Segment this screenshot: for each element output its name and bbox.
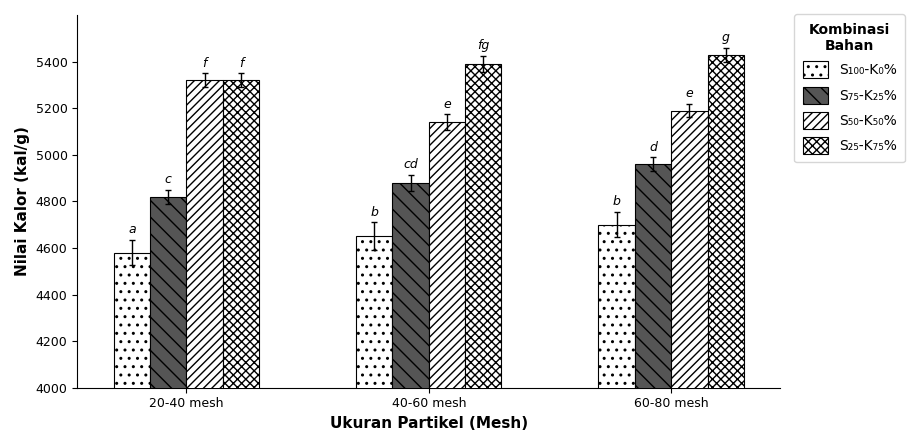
Bar [428, 122, 465, 446]
Text: c: c [165, 173, 172, 186]
Bar [707, 54, 743, 446]
Text: e: e [685, 87, 693, 100]
Text: a: a [128, 223, 135, 236]
Legend: S₁₀₀-K₀%, S₇₅-K₂₅%, S₅₀-K₅₀%, S₂₅-K₇₅%: S₁₀₀-K₀%, S₇₅-K₂₅%, S₅₀-K₅₀%, S₂₅-K₇₅% [793, 14, 904, 162]
Text: g: g [721, 31, 729, 44]
Text: f: f [238, 57, 243, 70]
Bar [671, 111, 707, 446]
Text: e: e [443, 98, 450, 111]
Bar [150, 197, 187, 446]
Text: b: b [369, 206, 378, 219]
Text: b: b [612, 195, 620, 208]
Text: f: f [202, 57, 207, 70]
X-axis label: Ukuran Partikel (Mesh): Ukuran Partikel (Mesh) [329, 416, 528, 431]
Text: cd: cd [403, 158, 417, 171]
Bar [356, 236, 392, 446]
Bar [114, 252, 150, 446]
Text: d: d [649, 140, 656, 153]
Bar [634, 164, 671, 446]
Bar [598, 225, 634, 446]
Bar [465, 64, 501, 446]
Bar [392, 183, 428, 446]
Bar [187, 80, 222, 446]
Text: fg: fg [477, 39, 489, 52]
Y-axis label: Nilai Kalor (kal/g): Nilai Kalor (kal/g) [15, 126, 30, 277]
Bar [222, 80, 259, 446]
